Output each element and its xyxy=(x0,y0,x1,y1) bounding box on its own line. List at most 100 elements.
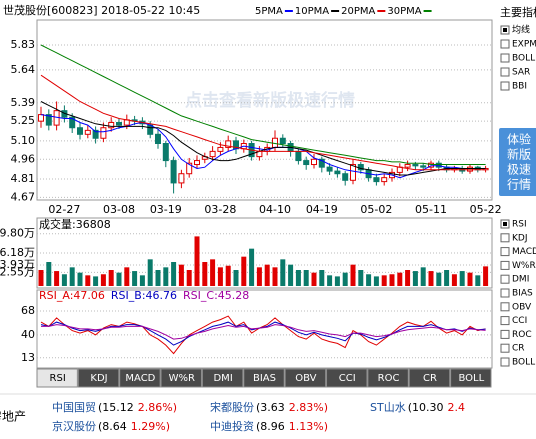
promo-button[interactable] xyxy=(499,128,536,196)
x-tick-label: 03-19 xyxy=(150,203,182,216)
volume-bar xyxy=(444,270,450,286)
stock-item[interactable]: ST山水 (10.30 2.4 xyxy=(370,401,465,414)
tab-label[interactable]: BIAS xyxy=(253,373,276,384)
sidebar-item[interactable]: ROC xyxy=(512,330,532,340)
tab-label[interactable]: OBV xyxy=(295,373,316,384)
tab[interactable] xyxy=(201,368,244,388)
sidebar-item[interactable]: BBI xyxy=(512,82,527,92)
promo-button-label[interactable]: 体验 xyxy=(507,132,531,147)
checkbox[interactable] xyxy=(500,274,510,284)
volume-bar xyxy=(108,270,114,286)
tab[interactable] xyxy=(119,368,161,388)
candle-body xyxy=(467,166,473,172)
sidebar-item[interactable]: OBV xyxy=(512,302,532,312)
tab-label[interactable]: W%R xyxy=(169,373,195,384)
volume-bar xyxy=(451,274,457,286)
y-tick-label: 5.64 xyxy=(11,63,36,76)
checkbox[interactable] xyxy=(500,329,510,339)
sidebar-item[interactable]: KDJ xyxy=(512,233,528,243)
series-line xyxy=(40,114,486,179)
tab[interactable] xyxy=(408,368,451,388)
stock-name[interactable]: 宋都股份 xyxy=(210,400,254,414)
candle-body xyxy=(318,158,325,168)
tab[interactable] xyxy=(36,368,78,388)
sidebar-item[interactable]: W%R xyxy=(512,261,536,271)
volume-bar xyxy=(459,271,465,286)
stock-change: 2.4 xyxy=(448,401,466,414)
tab[interactable] xyxy=(160,368,202,388)
tab[interactable] xyxy=(77,368,120,388)
checkbox[interactable] xyxy=(500,81,510,91)
tab-label[interactable]: BOLL xyxy=(458,373,484,384)
volume-bar xyxy=(210,259,216,286)
sidebar-item[interactable]: CCI xyxy=(512,316,527,326)
stock-quote: (10.30 xyxy=(408,401,444,414)
stock-name[interactable]: 京汉股份 xyxy=(52,419,96,433)
candle-body xyxy=(342,173,349,181)
sidebar-item[interactable]: DMI xyxy=(512,275,529,285)
stock-name[interactable]: 中迪投资 xyxy=(210,419,254,433)
tab-label[interactable]: CR xyxy=(423,373,437,384)
checkbox[interactable] xyxy=(500,302,510,312)
tab-label[interactable]: DMI xyxy=(213,373,232,384)
sidebar-item[interactable]: 均线 xyxy=(512,24,530,36)
sidebar-item[interactable]: BIAS xyxy=(512,289,533,299)
volume-bar xyxy=(139,275,145,286)
promo-button-label[interactable]: 新版 xyxy=(507,147,531,162)
sidebar-item[interactable]: SAR xyxy=(512,68,530,78)
checkbox[interactable] xyxy=(500,260,510,270)
checkbox[interactable] xyxy=(500,343,510,353)
checkbox-mark xyxy=(503,222,507,226)
volume-bar xyxy=(100,274,106,286)
candle-body xyxy=(412,164,419,167)
sidebar-item[interactable]: MACD xyxy=(512,247,536,257)
volume-bar xyxy=(420,267,426,286)
volume-bar xyxy=(264,264,270,286)
tab[interactable] xyxy=(367,368,409,388)
volume-bar xyxy=(358,270,364,286)
volume-bar xyxy=(256,267,262,286)
volume-bar xyxy=(288,264,294,286)
checkbox[interactable] xyxy=(500,316,510,326)
tab[interactable] xyxy=(450,368,492,388)
x-tick-label: 04-19 xyxy=(306,203,338,216)
candle-body xyxy=(178,173,185,184)
checkbox[interactable] xyxy=(500,53,510,63)
tab[interactable] xyxy=(243,368,285,388)
checkbox[interactable] xyxy=(500,233,510,243)
candle-body xyxy=(116,121,122,126)
sidebar-item[interactable]: CR xyxy=(512,344,525,354)
panel-frame xyxy=(36,289,493,369)
tab[interactable] xyxy=(284,368,327,388)
tab[interactable] xyxy=(326,368,368,388)
stock-item[interactable]: 宋都股份 (3.63 2.83%) xyxy=(210,400,328,414)
sidebar-item[interactable]: EXPMA xyxy=(512,40,536,50)
checkbox[interactable] xyxy=(500,288,510,298)
tab-label[interactable]: RSI xyxy=(50,373,66,384)
legend-label: 30PMA xyxy=(387,6,421,17)
volume-bar xyxy=(69,267,75,286)
tab-label[interactable]: ROC xyxy=(378,373,400,384)
volume-bar xyxy=(483,266,489,286)
sidebar-item[interactable]: BOLL xyxy=(512,54,535,64)
stock-item[interactable]: 中迪投资 (8.96 1.13%) xyxy=(210,419,328,433)
stock-item[interactable]: 中国国贸 (15.12 2.86%) xyxy=(52,401,177,414)
stock-name[interactable]: ST山水 xyxy=(370,401,406,414)
stock-item[interactable]: 京汉股份 (8.64 1.29%) xyxy=(52,419,170,433)
checkbox[interactable] xyxy=(500,247,510,257)
volume-bar xyxy=(171,262,177,286)
sidebar-item[interactable]: BOLL xyxy=(512,358,535,368)
candle-body xyxy=(194,160,200,166)
tab-label[interactable]: KDJ xyxy=(90,373,107,384)
checkbox[interactable] xyxy=(500,67,510,77)
checkbox[interactable] xyxy=(500,39,510,49)
promo-button-label[interactable]: 行情 xyxy=(507,178,531,192)
sidebar-item[interactable]: RSI xyxy=(512,220,527,230)
promo-button-label[interactable]: 极速 xyxy=(507,163,531,177)
tab-label[interactable]: MACD xyxy=(125,373,155,384)
checkbox[interactable] xyxy=(500,357,510,367)
tab-label[interactable]: CCI xyxy=(339,373,356,384)
volume-bar xyxy=(373,276,379,286)
stock-name[interactable]: 中国国贸 xyxy=(52,401,96,414)
